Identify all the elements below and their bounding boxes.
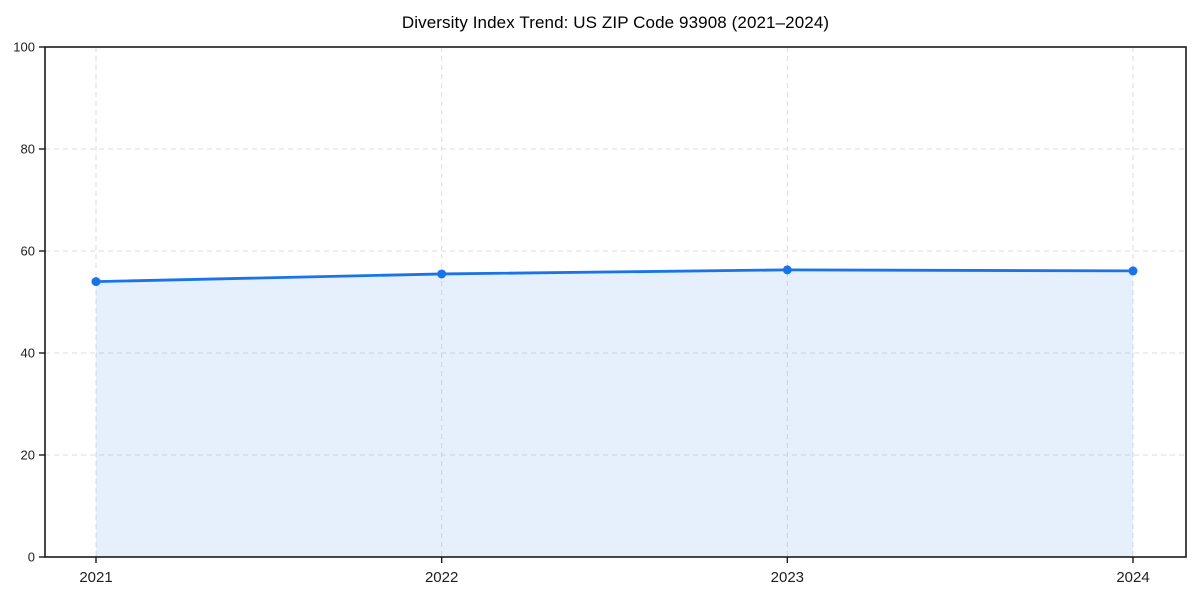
chart-title: Diversity Index Trend: US ZIP Code 93908… <box>401 13 830 32</box>
y-tick-label: 0 <box>28 550 35 565</box>
data-point <box>91 277 101 287</box>
y-tick-label: 60 <box>21 244 35 259</box>
x-tick-label: 2022 <box>425 569 458 586</box>
data-point <box>1128 266 1138 276</box>
y-tick-label: 40 <box>21 346 35 361</box>
plot-box-spines <box>44 46 1187 558</box>
y-tick-label: 100 <box>13 40 35 55</box>
y-tick-label: 20 <box>21 448 35 463</box>
data-line <box>94 268 1135 284</box>
data-point <box>782 265 792 275</box>
x-tick-label: 2021 <box>79 569 112 586</box>
x-tick-label: 2024 <box>1116 569 1149 586</box>
area-fill <box>96 269 1133 557</box>
x-tick-label: 2023 <box>771 569 804 586</box>
y-tick-label: 80 <box>21 142 35 157</box>
data-point <box>437 269 447 279</box>
